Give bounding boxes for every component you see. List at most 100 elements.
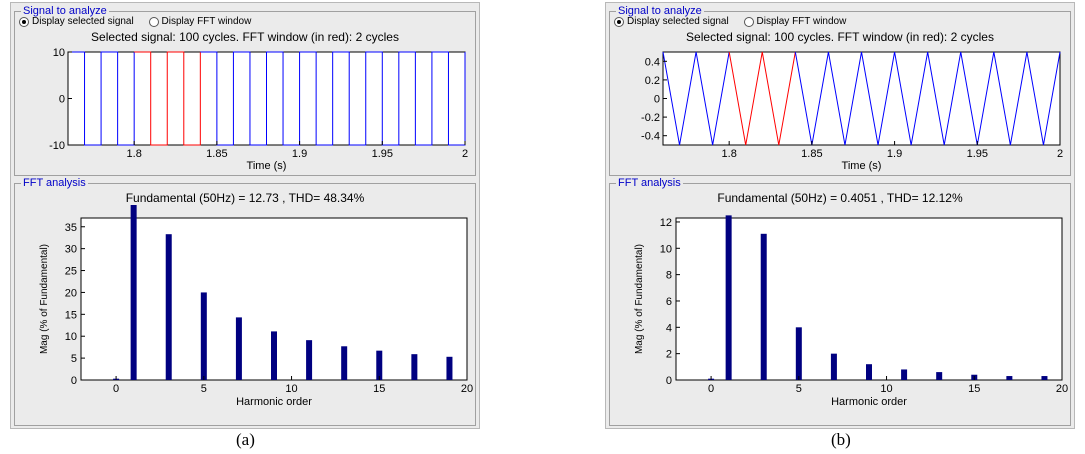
radio-unselected-icon xyxy=(148,17,159,27)
harmonic-bar xyxy=(1041,376,1048,380)
x-tick-label: 20 xyxy=(1056,383,1068,395)
signal-group-title: Signal to analyze xyxy=(21,4,109,18)
x-tick-label: 20 xyxy=(461,383,473,395)
display-radio-group: Display selected signal Display FFT wind… xyxy=(614,15,858,32)
harmonic-bar xyxy=(866,364,872,380)
signal-trace-blue xyxy=(662,51,730,146)
harmonic-bar xyxy=(235,317,242,380)
display-selected-signal-radio[interactable]: Display selected signal xyxy=(614,15,729,29)
radio-selected-icon xyxy=(614,17,624,27)
radio-label: Display FFT window xyxy=(161,16,252,27)
harmonic-bar xyxy=(901,369,908,380)
x-tick-label: 1.95 xyxy=(967,148,988,160)
display-selected-signal-radio[interactable]: Display selected signal xyxy=(19,15,134,29)
signal-plot-area xyxy=(662,51,1061,146)
signal-plot: 1.8 1.85 1.9 1.95 2 0.4 0.2 0 -0.2 -0.4 Time (s) xyxy=(641,51,1063,172)
signal-trace-blue xyxy=(794,51,1061,146)
y-tick-label: 0.4 xyxy=(645,56,660,68)
y-tick-label: -0.2 xyxy=(641,112,660,124)
y-tick-label: 20 xyxy=(65,287,77,299)
radio-unselected-icon xyxy=(743,17,754,27)
x-tick-label: 2 xyxy=(462,148,468,160)
y-tick-label: 0.2 xyxy=(645,75,660,87)
harmonic-bar xyxy=(271,331,277,380)
x-tick-label: 0 xyxy=(113,383,119,395)
radio-label: Display FFT window xyxy=(756,16,847,27)
harmonic-bar xyxy=(341,346,348,380)
x-tick-label: 1.95 xyxy=(372,148,393,160)
signal-trace-blue xyxy=(68,51,135,146)
x-tick-label: 5 xyxy=(201,383,207,395)
x-tick-label: 1.85 xyxy=(206,148,227,160)
y-tick-label: 35 xyxy=(65,222,77,234)
x-tick-label: 1.9 xyxy=(887,148,902,160)
fft-plot-title: Fundamental (50Hz) = 0.4051 , THD= 12.12… xyxy=(717,191,963,205)
y-tick-label: 5 xyxy=(71,353,77,365)
x-tick-label: 1.85 xyxy=(801,148,822,160)
harmonic-bar xyxy=(936,372,943,380)
y-tick-label: 25 xyxy=(65,266,77,278)
fft-bar-chart: 0 5 10 15 20 0 5 10 15 20 25 30 35 Harmonic order Mag … xyxy=(39,205,473,408)
harmonic-bar xyxy=(725,215,732,380)
y-tick-label: 15 xyxy=(65,309,77,321)
y-tick-label: 30 xyxy=(65,244,77,256)
y-tick-label: 12 xyxy=(660,217,672,229)
x-tick-label: 15 xyxy=(968,383,980,395)
fft-group-title: FFT analysis xyxy=(21,176,88,190)
fft-analysis-group: FFT analysis Fundamental (50Hz) = 12.73 … xyxy=(14,176,476,426)
signal-to-analyze-group: Signal to analyze Display selected signa… xyxy=(14,4,476,176)
signal-to-analyze-group: Signal to analyze Display selected signa… xyxy=(609,4,1071,176)
harmonic-bar xyxy=(306,340,313,380)
x-tick-label: 15 xyxy=(373,383,385,395)
harmonic-bar xyxy=(795,327,802,380)
y-tick-label: 0 xyxy=(71,375,77,387)
fft-plot-area xyxy=(675,217,1063,381)
x-tick-label: 1.8 xyxy=(722,148,737,160)
x-tick-label: 1.8 xyxy=(127,148,142,160)
y-tick-label: 4 xyxy=(666,322,672,334)
harmonic-bar xyxy=(411,354,418,380)
display-radio-group: Display selected signal Display FFT wind… xyxy=(19,15,263,32)
harmonic-bar xyxy=(130,205,137,380)
x-tick-label: 1.9 xyxy=(292,148,307,160)
harmonic-bar xyxy=(200,292,207,380)
display-fft-window-radio[interactable]: Display FFT window xyxy=(148,15,252,29)
fft-plot-title: Fundamental (50Hz) = 12.73 , THD= 48.34% xyxy=(125,191,365,205)
fft-window-trace-red xyxy=(134,51,201,146)
harmonic-bar xyxy=(165,234,172,380)
x-axis-label: Time (s) xyxy=(842,160,882,172)
signal-plot-title: Selected signal: 100 cycles. FFT window … xyxy=(91,30,399,44)
y-tick-label: 2 xyxy=(666,349,672,361)
radio-selected-icon xyxy=(19,17,29,27)
harmonic-bar xyxy=(376,350,383,380)
fft-group-title: FFT analysis xyxy=(616,176,683,190)
x-tick-label: 10 xyxy=(285,383,297,395)
x-tick-label: 0 xyxy=(708,383,714,395)
figure-caption-b: (b) xyxy=(831,430,851,449)
y-tick-label: 8 xyxy=(666,270,672,282)
x-tick-label: 2 xyxy=(1057,148,1063,160)
fft-bar-chart: 0 5 10 15 20 0 2 4 6 8 10 12 Harmonic order Mag (% of… xyxy=(634,215,1068,408)
x-axis-label: Time (s) xyxy=(247,160,287,172)
y-tick-label: 0 xyxy=(654,94,660,106)
y-tick-label: 10 xyxy=(660,243,672,255)
radio-label: Display selected signal xyxy=(627,16,729,27)
x-tick-label: 5 xyxy=(796,383,802,395)
fft-analysis-group: FFT analysis Fundamental (50Hz) = 0.4051… xyxy=(609,176,1071,426)
x-tick-label: 10 xyxy=(880,383,892,395)
radio-label: Display selected signal xyxy=(32,16,134,27)
fft-tool-window-a: Signal to analyze Display selected signa… xyxy=(10,2,480,429)
harmonic-bar xyxy=(446,356,453,380)
x-axis-label: Harmonic order xyxy=(236,396,312,408)
signal-trace-blue xyxy=(200,51,466,146)
harmonic-bar xyxy=(830,353,837,380)
y-tick-label: 6 xyxy=(666,296,672,308)
y-axis-label: Mag (% of Fundamental) xyxy=(39,244,50,354)
y-axis-label: Mag (% of Fundamental) xyxy=(634,244,645,354)
x-axis-label: Harmonic order xyxy=(831,396,907,408)
display-fft-window-radio[interactable]: Display FFT window xyxy=(743,15,847,29)
harmonic-bar xyxy=(760,233,767,380)
signal-plot: 1.8 1.85 1.9 1.95 2 10 0 -10 Time (s) xyxy=(49,47,468,172)
y-tick-label: 10 xyxy=(53,47,65,59)
y-tick-label: 10 xyxy=(65,331,77,343)
